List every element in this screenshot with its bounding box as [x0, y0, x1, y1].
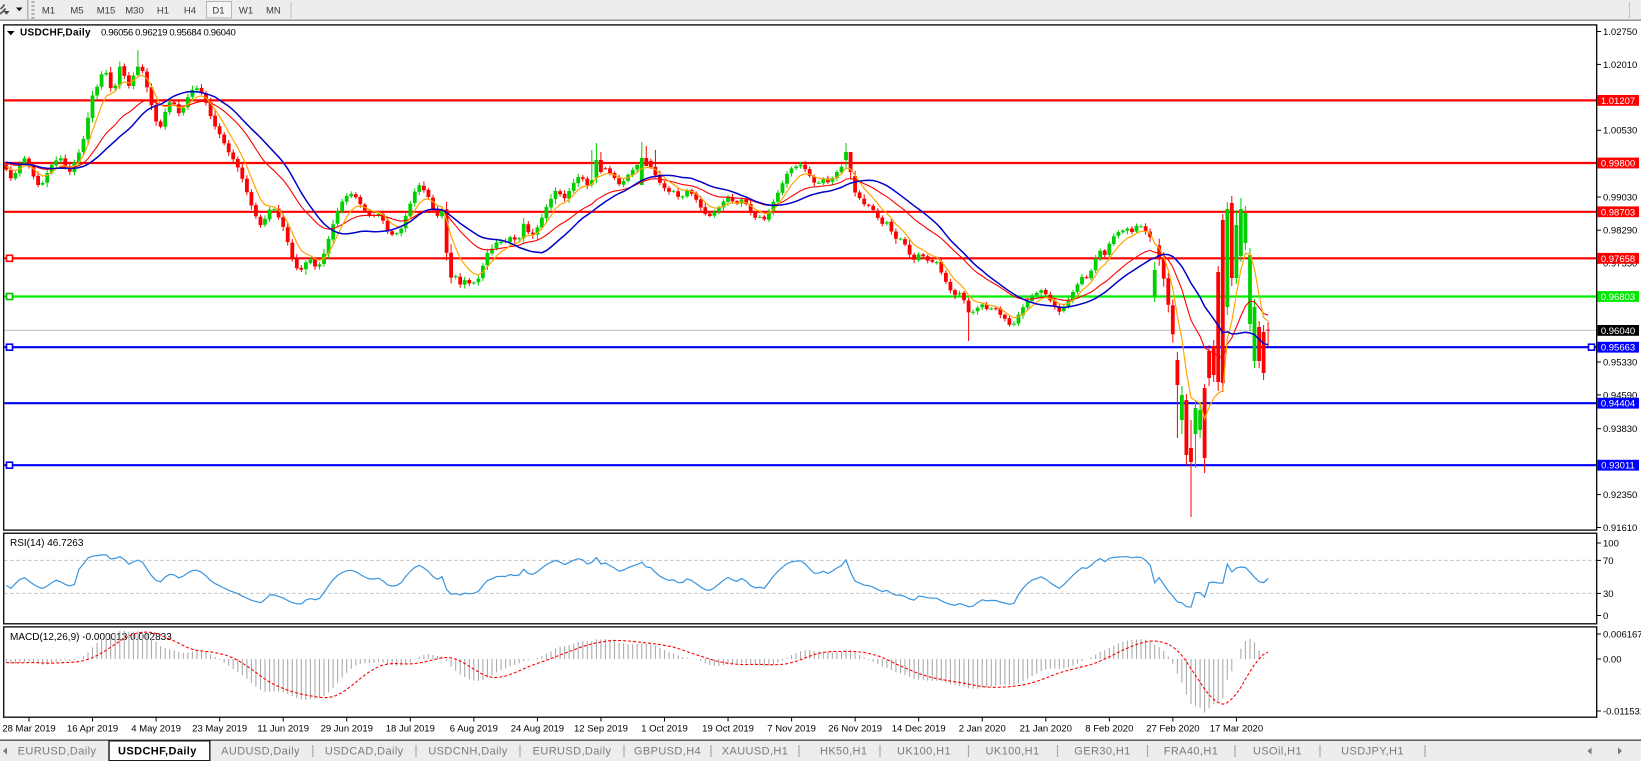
svg-text:0: 0 [1603, 611, 1608, 622]
svg-text:14 Dec 2019: 14 Dec 2019 [892, 724, 946, 735]
svg-text:11 Jun 2019: 11 Jun 2019 [257, 724, 309, 735]
svg-text:M15: M15 [97, 6, 115, 17]
svg-text:0.006167: 0.006167 [1603, 629, 1641, 640]
svg-text:19 Oct 2019: 19 Oct 2019 [702, 724, 754, 735]
svg-text:4 May 2019: 4 May 2019 [131, 724, 181, 735]
svg-text:0.99800: 0.99800 [1601, 159, 1635, 170]
svg-text:8 Feb 2020: 8 Feb 2020 [1085, 724, 1133, 735]
svg-text:RSI(14) 46.7263: RSI(14) 46.7263 [10, 538, 84, 549]
svg-text:0.98703: 0.98703 [1601, 207, 1635, 218]
svg-text:0.97550: 0.97550 [1603, 259, 1637, 270]
svg-text:0.97658: 0.97658 [1601, 254, 1635, 265]
svg-text:0.93830: 0.93830 [1603, 424, 1637, 435]
svg-text:D1: D1 [212, 6, 224, 17]
svg-text:USDCHF,Daily: USDCHF,Daily [20, 28, 91, 39]
svg-text:0.95663: 0.95663 [1601, 343, 1635, 354]
svg-text:0.93011: 0.93011 [1601, 461, 1635, 472]
svg-text:UK100,H1: UK100,H1 [897, 746, 951, 758]
svg-text:USDCAD,Daily: USDCAD,Daily [325, 746, 404, 758]
svg-text:EURUSD,Daily: EURUSD,Daily [533, 746, 612, 758]
svg-text:UK100,H1: UK100,H1 [986, 746, 1040, 758]
svg-text:70: 70 [1603, 556, 1614, 567]
svg-text:M5: M5 [70, 6, 83, 17]
svg-text:28 Mar 2019: 28 Mar 2019 [2, 724, 55, 735]
svg-text:W1: W1 [239, 6, 253, 17]
svg-text:EURUSD,Daily: EURUSD,Daily [18, 746, 97, 758]
svg-text:0.94404: 0.94404 [1601, 399, 1635, 410]
svg-text:GER30,H1: GER30,H1 [1074, 746, 1130, 758]
svg-text:-0.011531: -0.011531 [1603, 706, 1641, 717]
svg-text:0.96040: 0.96040 [1601, 326, 1635, 337]
svg-text:H4: H4 [184, 6, 196, 17]
svg-text:1.02010: 1.02010 [1603, 60, 1637, 71]
svg-text:HK50,H1: HK50,H1 [820, 746, 867, 758]
svg-text:USDJPY,H1: USDJPY,H1 [1341, 746, 1404, 758]
svg-text:27 Feb 2020: 27 Feb 2020 [1146, 724, 1199, 735]
svg-text:16 Apr 2019: 16 Apr 2019 [67, 724, 118, 735]
svg-text:23 May 2019: 23 May 2019 [192, 724, 247, 735]
svg-text:26 Nov 2019: 26 Nov 2019 [828, 724, 882, 735]
svg-text:17 Mar 2020: 17 Mar 2020 [1210, 724, 1263, 735]
svg-text:USDCHF,Daily: USDCHF,Daily [118, 746, 197, 758]
svg-text:0.92350: 0.92350 [1603, 490, 1637, 501]
svg-text:1.00530: 1.00530 [1603, 126, 1637, 137]
svg-text:H1: H1 [157, 6, 169, 17]
svg-text:29 Jun 2019: 29 Jun 2019 [321, 724, 373, 735]
svg-text:1.01207: 1.01207 [1601, 96, 1635, 107]
svg-text:XAUUSD,H1: XAUUSD,H1 [722, 746, 789, 758]
svg-text:GBPUSD,H4: GBPUSD,H4 [634, 746, 701, 758]
svg-text:12 Sep 2019: 12 Sep 2019 [574, 724, 628, 735]
svg-text:MACD(12,26,9) -0.000013 0.0028: MACD(12,26,9) -0.000013 0.002833 [10, 632, 172, 643]
svg-text:21 Jan 2020: 21 Jan 2020 [1020, 724, 1072, 735]
svg-text:1.02750: 1.02750 [1603, 27, 1637, 38]
svg-text:USOil,H1: USOil,H1 [1253, 746, 1302, 758]
svg-text:M30: M30 [125, 6, 143, 17]
svg-text:18 Jul 2019: 18 Jul 2019 [386, 724, 435, 735]
svg-text:0.98290: 0.98290 [1603, 226, 1637, 237]
svg-text:FRA40,H1: FRA40,H1 [1164, 746, 1219, 758]
svg-text:2 Jan 2020: 2 Jan 2020 [959, 724, 1006, 735]
svg-text:100: 100 [1603, 538, 1619, 549]
svg-text:0.96056 0.96219 0.95684 0.9604: 0.96056 0.96219 0.95684 0.96040 [101, 28, 235, 39]
svg-text:0.91610: 0.91610 [1603, 523, 1637, 534]
svg-text:0.95330: 0.95330 [1603, 357, 1637, 368]
svg-text:0.00: 0.00 [1603, 654, 1622, 665]
svg-text:0.99030: 0.99030 [1603, 192, 1637, 203]
svg-text:0.94590: 0.94590 [1603, 390, 1637, 401]
svg-text:M1: M1 [42, 6, 55, 17]
svg-text:0.96803: 0.96803 [1601, 292, 1635, 303]
svg-text:MN: MN [266, 6, 281, 17]
svg-text:7 Nov 2019: 7 Nov 2019 [767, 724, 816, 735]
svg-text:AUDUSD,Daily: AUDUSD,Daily [221, 746, 300, 758]
svg-text:24 Aug 2019: 24 Aug 2019 [511, 724, 564, 735]
svg-text:6 Aug 2019: 6 Aug 2019 [450, 724, 498, 735]
svg-text:1 Oct 2019: 1 Oct 2019 [641, 724, 687, 735]
svg-text:30: 30 [1603, 589, 1614, 600]
svg-text:USDCNH,Daily: USDCNH,Daily [428, 746, 507, 758]
